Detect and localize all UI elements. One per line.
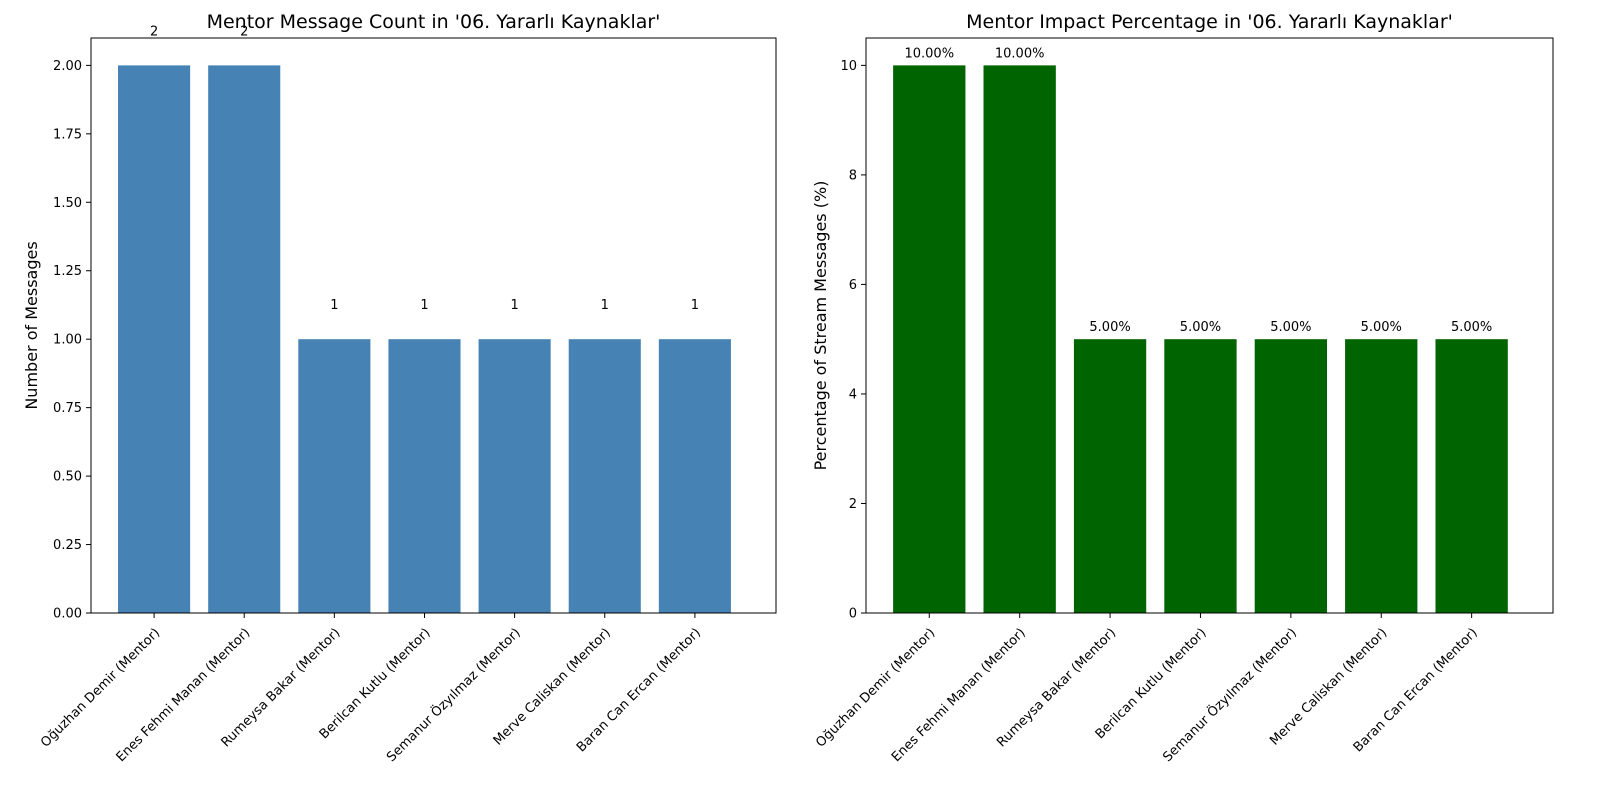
- y-tick-label-5: 8: [849, 168, 857, 183]
- y-axis-label: Percentage of Stream Messages (%): [811, 181, 830, 471]
- bar-2: [208, 65, 281, 613]
- y-tick-label-2: 2: [849, 497, 857, 512]
- data-label-3: 5.00%: [1089, 320, 1130, 335]
- y-tick-label-3: 0.50: [53, 470, 82, 485]
- bar-3: [298, 339, 371, 613]
- data-label-4: 5.00%: [1180, 320, 1221, 335]
- bar-2: [983, 65, 1056, 613]
- bar-7: [1435, 339, 1508, 613]
- y-tick-label-6: 10: [840, 59, 857, 74]
- y-tick-label-8: 1.75: [53, 127, 82, 142]
- chart-title: Mentor Message Count in '06. Yararlı Kay…: [207, 11, 661, 33]
- y-tick-label-5: 1.00: [53, 333, 82, 348]
- plot-frame: [90, 37, 777, 614]
- chart-title: Mentor Impact Percentage in '06. Yararlı…: [966, 11, 1453, 33]
- data-label-5: 1: [510, 298, 518, 313]
- bar-5: [478, 339, 551, 613]
- data-label-7: 5.00%: [1451, 320, 1492, 335]
- data-label-3: 1: [330, 298, 338, 313]
- y-tick-label-9: 2.00: [53, 59, 82, 74]
- bar-7: [658, 339, 731, 613]
- bar-1: [893, 65, 966, 613]
- bar-3: [1073, 339, 1147, 613]
- plot-frame: [865, 37, 1554, 614]
- y-tick-label-1: 0.00: [53, 607, 82, 622]
- y-tick-label-6: 1.25: [53, 264, 82, 279]
- bar-5: [1254, 339, 1328, 613]
- data-label-4: 1: [420, 298, 428, 313]
- chart-panel-2: Mentor Impact Percentage in '06. Yararlı…: [811, 11, 1554, 765]
- y-tick-label-7: 1.50: [53, 196, 82, 211]
- data-label-1: 10.00%: [904, 46, 954, 61]
- bar-6: [1345, 339, 1418, 613]
- data-label-5: 5.00%: [1270, 320, 1311, 335]
- y-tick-label-4: 0.75: [53, 401, 82, 416]
- y-tick-label-3: 4: [849, 387, 857, 402]
- chart-panel-1: Mentor Message Count in '06. Yararlı Kay…: [22, 11, 777, 765]
- bar-4: [388, 339, 461, 613]
- bar-1: [118, 65, 191, 613]
- data-label-6: 5.00%: [1361, 320, 1402, 335]
- y-tick-label-4: 6: [849, 278, 857, 293]
- data-label-2: 2: [240, 24, 248, 39]
- data-label-6: 1: [601, 298, 609, 313]
- bar-6: [568, 339, 641, 613]
- y-axis-label: Number of Messages: [22, 241, 41, 409]
- y-tick-label-2: 0.25: [53, 538, 82, 553]
- data-label-2: 10.00%: [995, 46, 1045, 61]
- y-tick-label-1: 0: [849, 607, 857, 622]
- data-label-7: 1: [691, 298, 699, 313]
- data-label-1: 2: [150, 24, 158, 39]
- bar-4: [1164, 339, 1237, 613]
